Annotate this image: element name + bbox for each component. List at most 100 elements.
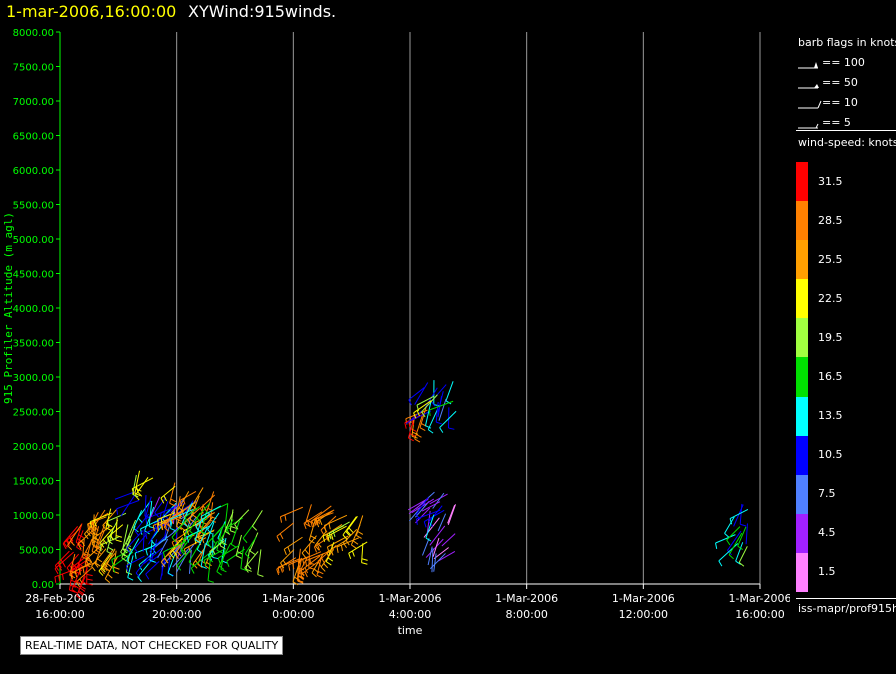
wind-barb: [244, 536, 257, 555]
wind-barb-flag: [356, 535, 362, 539]
wind-barb: [327, 525, 347, 537]
wind-barb: [405, 410, 423, 425]
wind-barb: [160, 558, 166, 580]
wind-barb: [100, 553, 116, 570]
wind-barb: [276, 557, 297, 570]
wind-barb: [300, 559, 322, 576]
wind-barb: [149, 496, 161, 520]
wind-barb-flag: [320, 529, 325, 536]
wind-barb-flag: [198, 534, 203, 541]
wind-barb-flag: [280, 566, 283, 573]
wind-barb-flag: [276, 536, 281, 542]
wind-barb-flag: [200, 531, 207, 535]
wind-barb-flag: [196, 549, 203, 554]
wind-barb-flag: [169, 519, 172, 526]
wind-barb-flag: [220, 569, 227, 573]
wind-barb: [92, 514, 95, 539]
y-tick-label: 1000.00: [13, 511, 54, 522]
wind-barb: [416, 395, 435, 406]
wind-barb: [224, 511, 234, 532]
wind-barb: [107, 519, 119, 541]
wind-barb-flag: [207, 529, 213, 535]
wind-barb-flag: [224, 530, 231, 535]
wind-barb-flag: [308, 562, 315, 565]
wind-barb-flag: [311, 572, 317, 578]
wind-barb: [728, 532, 743, 556]
barb-legend-label: == 50: [822, 76, 858, 89]
wind-barb-flag: [92, 532, 100, 536]
wind-barb-flag: [134, 548, 139, 554]
wind-barb-flag: [68, 535, 74, 542]
y-tick-label: 5500.00: [13, 201, 54, 212]
wind-barb-flag: [738, 562, 745, 567]
x-axis-label: time: [398, 624, 423, 637]
wind-barb-flag: [279, 533, 284, 540]
wind-barb-flag: [230, 526, 237, 529]
wind-barb-flag: [216, 571, 222, 576]
wind-barb-flag: [331, 544, 334, 551]
wind-barb-flag: [107, 546, 114, 551]
wind-barb: [197, 540, 209, 565]
y-tick-label: 3000.00: [13, 373, 54, 384]
wind-barb-flag: [340, 544, 344, 552]
wind-barb: [116, 499, 140, 510]
wind-barb-flag: [316, 574, 323, 579]
wind-barb: [76, 576, 86, 596]
wind-barb: [155, 530, 177, 547]
wind-barb-flag: [342, 534, 348, 540]
wind-barb-flag: [100, 568, 105, 575]
wind-barb-flag: [98, 570, 104, 576]
wind-barb-flag: [191, 514, 198, 519]
wind-barb-flag: [176, 565, 182, 571]
wind-barb: [425, 401, 432, 426]
wind-barb: [251, 510, 263, 527]
wind-barb-flag: [91, 550, 98, 555]
x-tick-time: 0:00:00: [272, 608, 314, 621]
wind-barb-flag: [169, 553, 175, 559]
wind-barb-flag: [197, 563, 203, 569]
wind-barb-flag: [115, 539, 122, 543]
wind-barb-flag: [219, 545, 226, 550]
wind-barb-flag: [88, 556, 93, 563]
wind-barb: [182, 502, 193, 523]
wind-barb: [745, 523, 748, 545]
wind-barb: [416, 509, 441, 520]
wind-barb: [411, 410, 432, 421]
wind-barb: [107, 512, 127, 522]
wind-barb: [280, 506, 303, 518]
wind-barb: [76, 567, 93, 583]
wind-barb-flag: [357, 531, 364, 535]
wind-barb-flag: [415, 514, 421, 520]
wind-barb-flag: [169, 502, 176, 507]
wind-barb-flag: [325, 534, 329, 541]
wind-barb: [120, 494, 136, 517]
wind-barb-flag: [715, 542, 718, 549]
wind-barb-flag: [70, 579, 77, 583]
wind-barb-flag: [310, 521, 313, 528]
speed-colorbar: [796, 162, 808, 593]
wind-barb: [224, 503, 229, 528]
wind-barb-flag: [121, 557, 127, 562]
colorbar-label: 7.5: [818, 487, 836, 501]
wind-barb-flag: [326, 546, 330, 553]
wind-barb-flag: [439, 427, 444, 433]
wind-barb-flag: [182, 530, 186, 537]
wind-barb: [217, 544, 240, 559]
wind-barb: [429, 400, 454, 411]
wind-barb: [408, 387, 425, 401]
wind-barb: [145, 523, 168, 534]
wind-barb-flag: [183, 539, 186, 546]
barb-example-icon: [798, 84, 819, 89]
wind-barb-flag: [315, 518, 318, 525]
wind-barb: [144, 495, 147, 517]
y-tick-label: 4500.00: [13, 270, 54, 281]
wind-barb-flag: [302, 559, 305, 566]
wind-barb: [437, 513, 447, 532]
wind-barb-flag: [180, 550, 186, 556]
wind-barb: [75, 523, 83, 543]
wind-barb-flag: [300, 570, 305, 577]
wind-barb-flag: [77, 543, 82, 550]
wind-barb: [428, 505, 443, 523]
x-tick-date: 28-Feb-2006: [25, 592, 94, 605]
wind-barb: [127, 555, 134, 578]
